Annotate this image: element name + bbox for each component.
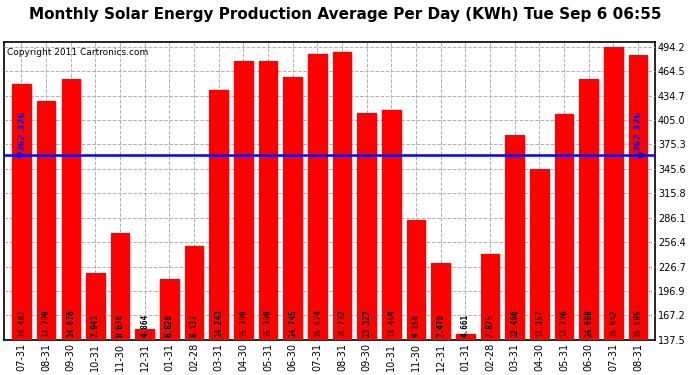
Bar	[86, 273, 105, 340]
Bar	[357, 113, 376, 340]
Bar	[210, 90, 228, 340]
Bar	[12, 84, 30, 340]
Bar	[259, 61, 277, 340]
Bar	[185, 246, 204, 340]
Text: 15.399: 15.399	[264, 310, 273, 338]
Text: 9.158: 9.158	[411, 314, 420, 338]
Text: 7.043: 7.043	[91, 314, 100, 338]
Text: 13.327: 13.327	[362, 310, 371, 338]
Bar	[382, 110, 401, 340]
Text: Copyright 2011 Cartronics.com: Copyright 2011 Cartronics.com	[8, 48, 148, 57]
Text: 362.326: 362.326	[633, 110, 642, 151]
Text: 14.481: 14.481	[17, 310, 26, 338]
Bar	[629, 56, 647, 340]
Bar	[505, 135, 524, 340]
Text: 4.864: 4.864	[140, 314, 149, 338]
Bar	[284, 77, 302, 340]
Text: 15.399: 15.399	[239, 310, 248, 338]
Text: 14.243: 14.243	[214, 310, 223, 338]
Bar	[160, 279, 179, 340]
Bar	[431, 262, 450, 340]
Bar	[481, 254, 499, 340]
Bar	[530, 169, 549, 340]
Text: 14.676: 14.676	[66, 310, 75, 338]
Text: 12.466: 12.466	[510, 310, 519, 338]
Text: 8.133: 8.133	[190, 314, 199, 338]
Text: 15.605: 15.605	[633, 310, 642, 338]
Text: 362.326: 362.326	[17, 110, 26, 151]
Bar	[111, 233, 129, 340]
Bar	[406, 220, 425, 340]
Text: 6.826: 6.826	[165, 314, 174, 338]
Text: 15.674: 15.674	[313, 310, 322, 338]
Bar	[61, 79, 80, 340]
Bar	[604, 47, 622, 340]
Text: 11.157: 11.157	[535, 310, 544, 338]
Bar	[456, 334, 475, 340]
Text: 13.296: 13.296	[560, 310, 569, 338]
Text: 15.942: 15.942	[609, 310, 618, 338]
Bar	[135, 329, 154, 340]
Text: 14.745: 14.745	[288, 310, 297, 338]
Text: 14.698: 14.698	[584, 310, 593, 338]
Bar	[580, 78, 598, 340]
Text: 7.825: 7.825	[486, 314, 495, 338]
Text: 13.459: 13.459	[387, 310, 396, 338]
Bar	[308, 54, 326, 340]
Text: Monthly Solar Energy Production Average Per Day (KWh) Tue Sep 6 06:55: Monthly Solar Energy Production Average …	[29, 8, 661, 22]
Bar	[234, 61, 253, 340]
Text: 15.732: 15.732	[337, 310, 346, 338]
Text: 8.638: 8.638	[115, 314, 125, 338]
Text: 4.661: 4.661	[461, 314, 470, 338]
Bar	[333, 52, 351, 340]
Bar	[37, 101, 55, 340]
Text: 13.799: 13.799	[41, 310, 50, 338]
Bar	[555, 114, 573, 340]
Text: 7.470: 7.470	[436, 314, 445, 338]
